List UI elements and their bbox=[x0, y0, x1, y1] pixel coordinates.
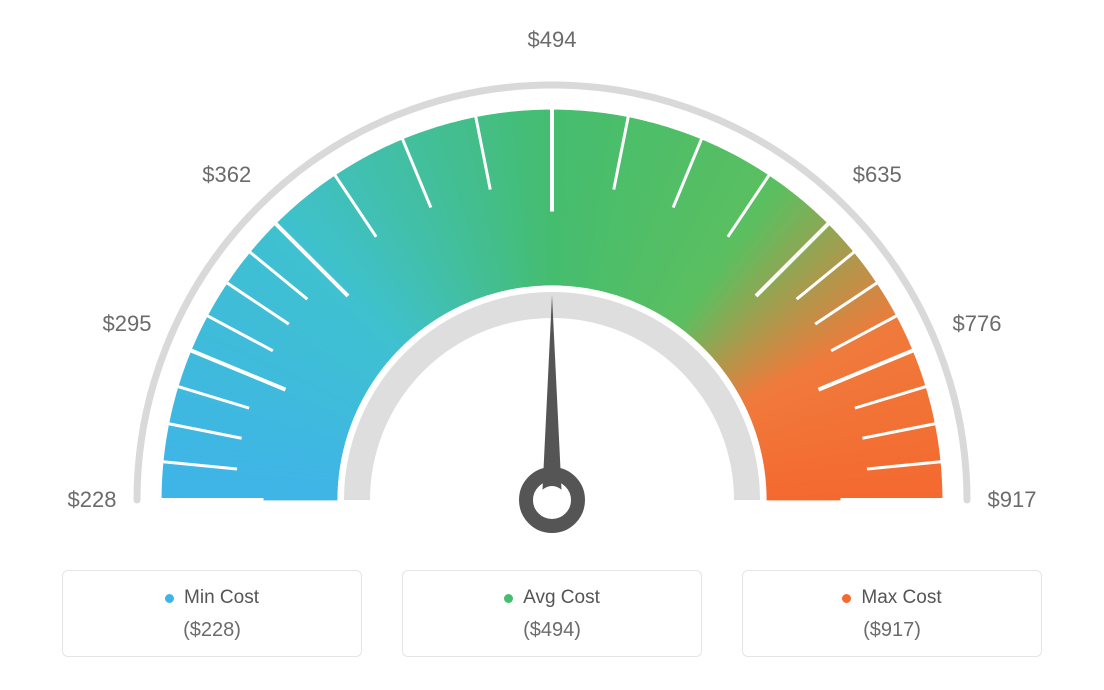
legend-label: Avg Cost bbox=[523, 587, 600, 609]
dot-icon bbox=[165, 594, 174, 603]
legend-card-max: Max Cost ($917) bbox=[742, 570, 1042, 657]
gauge-tick-label: $228 bbox=[68, 487, 117, 513]
dot-icon bbox=[504, 594, 513, 603]
legend-value: ($228) bbox=[63, 619, 361, 642]
gauge-tick-label: $494 bbox=[528, 27, 577, 53]
gauge-svg bbox=[0, 0, 1104, 560]
gauge-tick-label: $295 bbox=[103, 311, 152, 337]
gauge-tick-label: $776 bbox=[953, 311, 1002, 337]
legend-card-min: Min Cost ($228) bbox=[62, 570, 362, 657]
legend-title-avg: Avg Cost bbox=[504, 587, 600, 609]
legend-title-max: Max Cost bbox=[842, 587, 941, 609]
legend-title-min: Min Cost bbox=[165, 587, 259, 609]
gauge-tick-label: $917 bbox=[988, 487, 1037, 513]
legend-label: Min Cost bbox=[184, 587, 259, 609]
legend-label: Max Cost bbox=[861, 587, 941, 609]
legend-value: ($494) bbox=[403, 619, 701, 642]
dot-icon bbox=[842, 594, 851, 603]
legend-row: Min Cost ($228) Avg Cost ($494) Max Cost… bbox=[0, 570, 1104, 657]
legend-value: ($917) bbox=[743, 619, 1041, 642]
gauge-tick-label: $635 bbox=[853, 162, 902, 188]
legend-card-avg: Avg Cost ($494) bbox=[402, 570, 702, 657]
gauge-chart: $228 $295 $362 $494 $635 $776 $917 bbox=[0, 0, 1104, 560]
gauge-tick-label: $362 bbox=[202, 162, 251, 188]
